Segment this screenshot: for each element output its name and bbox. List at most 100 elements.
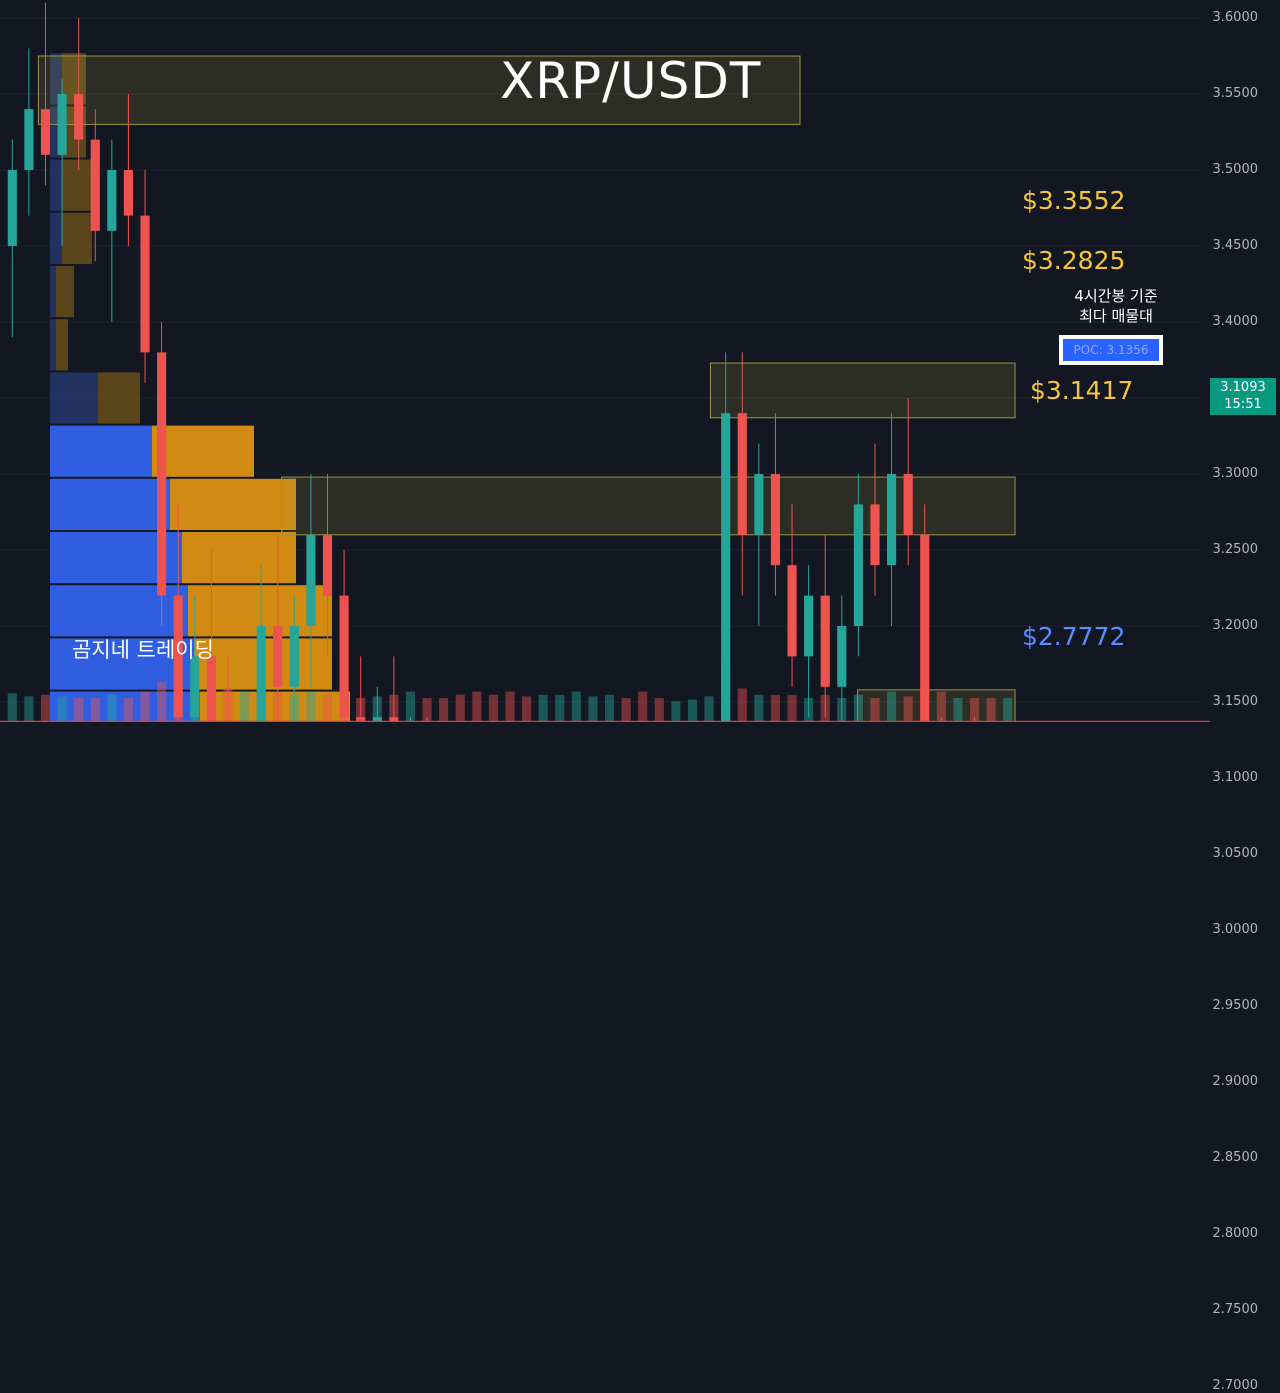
level-label: $2.7772: [1022, 622, 1125, 651]
candle-body: [190, 656, 199, 717]
candle-body: [771, 474, 780, 565]
y-tick-label: 3.4000: [1213, 314, 1259, 329]
y-tick-label: 2.8500: [1213, 1150, 1259, 1165]
supply-zone: [710, 363, 1015, 418]
candle-body: [804, 596, 813, 657]
volume-bar: [638, 692, 647, 722]
volume-bar: [605, 695, 614, 722]
candle-body: [340, 596, 349, 718]
poc-label: POC: 3.1356: [1063, 339, 1159, 361]
profile-sell-bar: [170, 479, 296, 530]
current-price: 3.1093: [1210, 379, 1276, 396]
profile-buy-bar: [50, 426, 152, 477]
annotation-note: 4시간봉 기준 최다 매물대: [1052, 286, 1180, 326]
profile-buy-bar: [50, 585, 188, 636]
level-label: $3.2825: [1022, 246, 1125, 275]
volume-bar: [1003, 698, 1012, 722]
candle-body: [8, 170, 17, 246]
poc-box: POC: 3.1356: [1059, 335, 1163, 365]
volume-bar: [854, 695, 863, 722]
volume-bar: [124, 698, 133, 722]
profile-buy-bar: [50, 372, 98, 423]
volume-bar: [953, 698, 962, 722]
volume-bar: [555, 695, 564, 722]
candle-body: [74, 94, 83, 140]
candle-body: [821, 596, 830, 687]
volume-bar: [572, 692, 581, 722]
y-tick-label: 2.9500: [1213, 998, 1259, 1013]
countdown: 15:51: [1210, 396, 1276, 413]
volume-bar: [74, 698, 83, 722]
candle-body: [157, 352, 166, 595]
volume-bar: [489, 695, 498, 722]
annotation-line: 4시간봉 기준: [1052, 286, 1180, 306]
volume-bar: [8, 693, 17, 722]
candle-body: [754, 474, 763, 535]
candle-body: [24, 109, 33, 170]
profile-sell-bar: [182, 532, 296, 583]
y-tick-label: 3.5500: [1213, 86, 1259, 101]
y-tick-label: 3.6000: [1213, 10, 1259, 25]
candle-body: [207, 656, 216, 722]
volume-bar: [987, 698, 996, 722]
y-tick-label: 2.7000: [1213, 1378, 1259, 1393]
candle-body: [837, 626, 846, 687]
volume-bar: [456, 695, 465, 722]
candle-body: [91, 140, 100, 231]
volume-bar: [870, 698, 879, 722]
candle-body: [323, 535, 332, 596]
watermark: 곰지네 트레이딩: [72, 634, 214, 664]
volume-bar: [323, 695, 332, 722]
profile-buy-bar: [50, 213, 62, 264]
profile-buy-bar: [50, 160, 62, 211]
volume-bar: [439, 698, 448, 722]
profile-sell-bar: [62, 213, 92, 264]
candle-body: [854, 504, 863, 626]
candle-body: [738, 413, 747, 535]
volume-bar: [738, 688, 747, 722]
candle-body: [273, 626, 282, 687]
annotation-line: 최다 매물대: [1052, 306, 1180, 326]
volume-bar: [887, 692, 896, 722]
candle-body: [721, 413, 730, 722]
volume-bar: [622, 698, 631, 722]
candle-body: [904, 474, 913, 535]
volume-bar: [588, 696, 597, 722]
candle-body: [290, 626, 299, 687]
volume-bar: [157, 682, 166, 722]
volume-bar: [705, 696, 714, 722]
profile-sell-bar: [56, 266, 74, 317]
volume-bar: [306, 692, 315, 722]
profile-sell-bar: [56, 319, 68, 370]
candle-body: [306, 535, 315, 626]
volume-bar: [140, 692, 149, 722]
volume-bar: [671, 701, 680, 722]
y-tick-label: 3.2500: [1213, 542, 1259, 557]
chart-title: XRP/USDT: [500, 52, 761, 110]
profile-buy-bar: [50, 319, 56, 370]
y-tick-label: 2.9000: [1213, 1074, 1259, 1089]
y-tick-label: 3.4500: [1213, 238, 1259, 253]
candle-body: [140, 216, 149, 353]
profile-sell-bar: [152, 426, 254, 477]
y-tick-label: 2.8000: [1213, 1226, 1259, 1241]
current-price-badge: 3.1093 15:51: [1210, 378, 1276, 415]
volume-bar: [472, 692, 481, 722]
volume-bar: [58, 696, 67, 722]
y-tick-label: 3.1500: [1213, 694, 1259, 709]
level-label: $3.1417: [1030, 376, 1133, 405]
candle-body: [920, 535, 929, 722]
volume-bar: [904, 696, 913, 722]
candle-body: [870, 504, 879, 565]
volume-bar: [754, 695, 763, 722]
y-tick-label: 3.2000: [1213, 618, 1259, 633]
volume-bar: [655, 698, 664, 722]
candle-body: [257, 626, 266, 722]
candle-body: [41, 109, 50, 155]
volume-bar: [91, 698, 100, 722]
volume-bar: [688, 700, 697, 722]
volume-bar: [24, 696, 33, 722]
volume-bar: [771, 695, 780, 722]
y-tick-label: 3.5000: [1213, 162, 1259, 177]
candle-body: [124, 170, 133, 216]
